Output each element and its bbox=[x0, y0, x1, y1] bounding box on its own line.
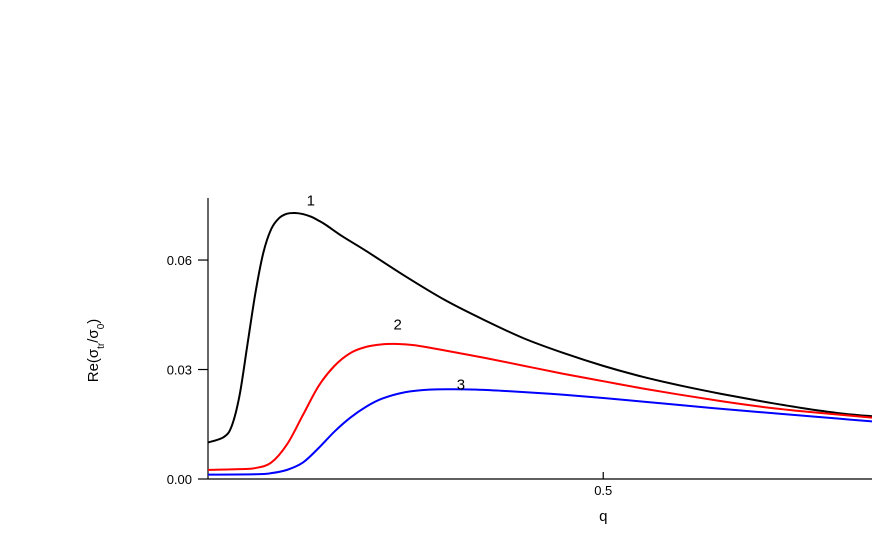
axes bbox=[207, 198, 872, 480]
y-axis-title-mid: /σ bbox=[85, 329, 102, 343]
ticks: 0.00 0.03 0.06 0.5 bbox=[167, 253, 613, 498]
y-axis-title-sub2: 0 bbox=[96, 323, 107, 329]
series-1-line bbox=[207, 211, 872, 444]
x-tick-label: 0.5 bbox=[594, 483, 612, 498]
y-axis-title: Re(σtr/σ0) bbox=[85, 319, 107, 383]
y-axis-title-close: ) bbox=[85, 319, 102, 324]
series-3-label: 3 bbox=[457, 377, 465, 394]
series-3-line bbox=[207, 388, 872, 476]
series-1-label: 1 bbox=[307, 192, 315, 209]
y-tick-label: 0.03 bbox=[167, 363, 192, 378]
y-tick-label: 0.00 bbox=[167, 472, 192, 487]
series-2-label: 2 bbox=[394, 316, 402, 333]
series-2-line bbox=[207, 342, 872, 471]
series-layer bbox=[207, 211, 872, 476]
y-tick-label: 0.06 bbox=[167, 253, 192, 268]
x-axis-title: q bbox=[599, 508, 607, 525]
y-axis-title-sub1: tr bbox=[96, 342, 107, 349]
curve-labels: 1 2 3 bbox=[307, 192, 466, 393]
y-axis-title-main: Re(σ bbox=[85, 348, 102, 382]
